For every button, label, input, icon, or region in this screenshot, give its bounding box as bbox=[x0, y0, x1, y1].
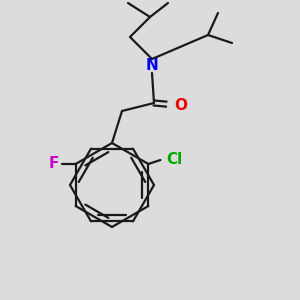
Text: F: F bbox=[48, 157, 59, 172]
Text: Cl: Cl bbox=[166, 152, 182, 167]
Text: N: N bbox=[146, 58, 158, 74]
Text: O: O bbox=[175, 98, 188, 112]
